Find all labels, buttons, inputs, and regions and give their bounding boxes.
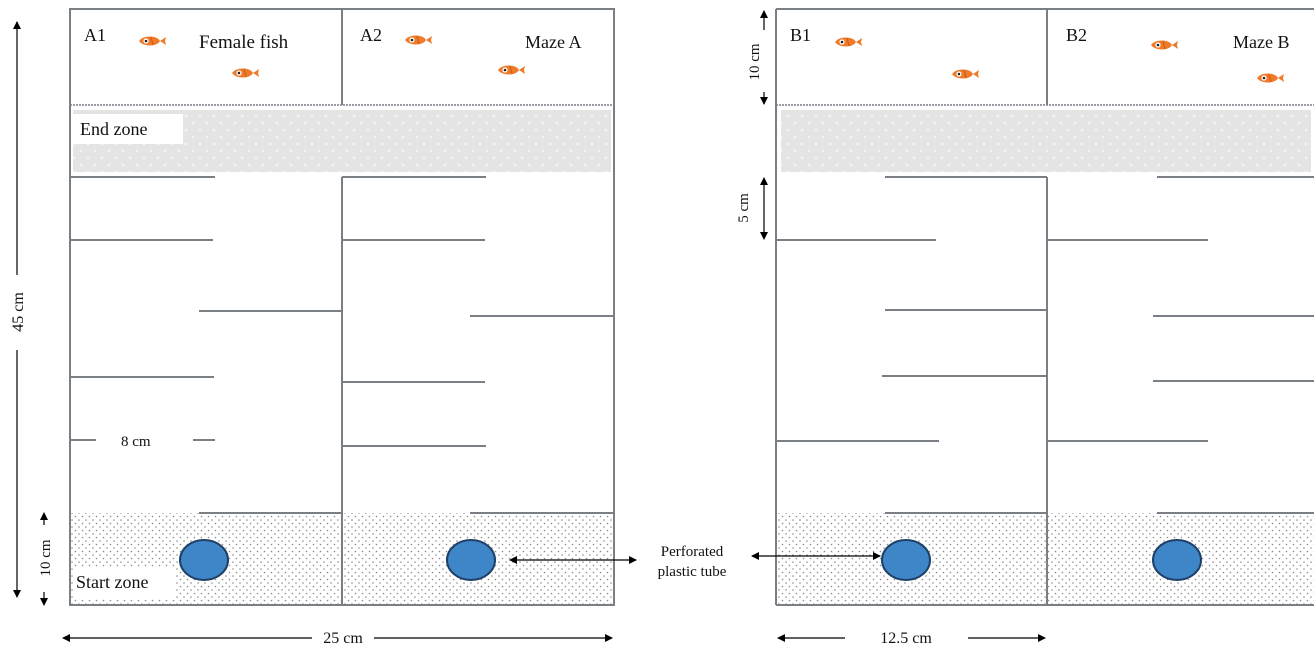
end-zone-height-label: 10 cm bbox=[747, 43, 763, 80]
barrier-spacing-dimension: 5 cm bbox=[736, 177, 768, 240]
end-zone-dimension: 10 cm bbox=[747, 10, 768, 105]
end-zone-label: End zone bbox=[80, 119, 147, 139]
height-dimension: 45 cm bbox=[10, 21, 27, 598]
start-zone-height-label: 10 cm bbox=[38, 539, 54, 576]
fish-icon bbox=[404, 35, 433, 45]
fish-icon bbox=[231, 68, 260, 78]
barriers-a2 bbox=[342, 176, 614, 514]
fish-icon bbox=[1150, 40, 1179, 50]
width-total-label: 25 cm bbox=[323, 630, 363, 647]
maze-a: A1 Female fish A2 Maze A End zone Start … bbox=[69, 8, 615, 606]
fish-icon bbox=[834, 37, 863, 47]
barriers-b2 bbox=[1047, 176, 1314, 514]
maze-b-title: Maze B bbox=[1233, 32, 1289, 52]
compartment-label-b1: B1 bbox=[790, 25, 811, 45]
height-total-label: 45 cm bbox=[10, 292, 27, 332]
start-zone-dimension: 10 cm bbox=[38, 512, 54, 606]
width-half-label: 12.5 cm bbox=[880, 630, 932, 647]
tube-icon bbox=[881, 539, 931, 581]
maze-b: B1 B2 Maze B bbox=[775, 8, 1314, 606]
compartment-label-a2: A2 bbox=[360, 25, 382, 45]
end-zone-b bbox=[781, 110, 1311, 172]
compartment-label-a1: A1 bbox=[84, 25, 106, 45]
fish-icon bbox=[138, 36, 167, 46]
width-dimension: 25 cm bbox=[62, 630, 613, 647]
fish-icon bbox=[1256, 73, 1285, 83]
half-width-dimension: 12.5 cm bbox=[777, 630, 1046, 647]
barrier-spacing-label: 5 cm bbox=[736, 193, 752, 223]
fish-icon bbox=[497, 65, 526, 75]
tube-icon bbox=[446, 539, 496, 581]
tube-icon bbox=[179, 539, 229, 581]
barrier-length-label: 8 cm bbox=[121, 434, 151, 450]
tube-icon bbox=[1152, 539, 1202, 581]
compartment-label-b2: B2 bbox=[1066, 25, 1087, 45]
maze-a-title: Maze A bbox=[525, 32, 581, 52]
tube-label-line2: plastic tube bbox=[658, 564, 727, 580]
tube-label-line1: Perforated bbox=[661, 544, 724, 560]
start-zone-b bbox=[776, 513, 1314, 605]
barriers-b1 bbox=[776, 176, 1047, 514]
fish-icon bbox=[951, 69, 980, 79]
tube-annotation: Perforated plastic tube bbox=[509, 544, 881, 580]
barriers-a1 bbox=[70, 176, 342, 514]
start-zone-label: Start zone bbox=[76, 572, 148, 592]
female-fish-label: Female fish bbox=[199, 32, 289, 53]
